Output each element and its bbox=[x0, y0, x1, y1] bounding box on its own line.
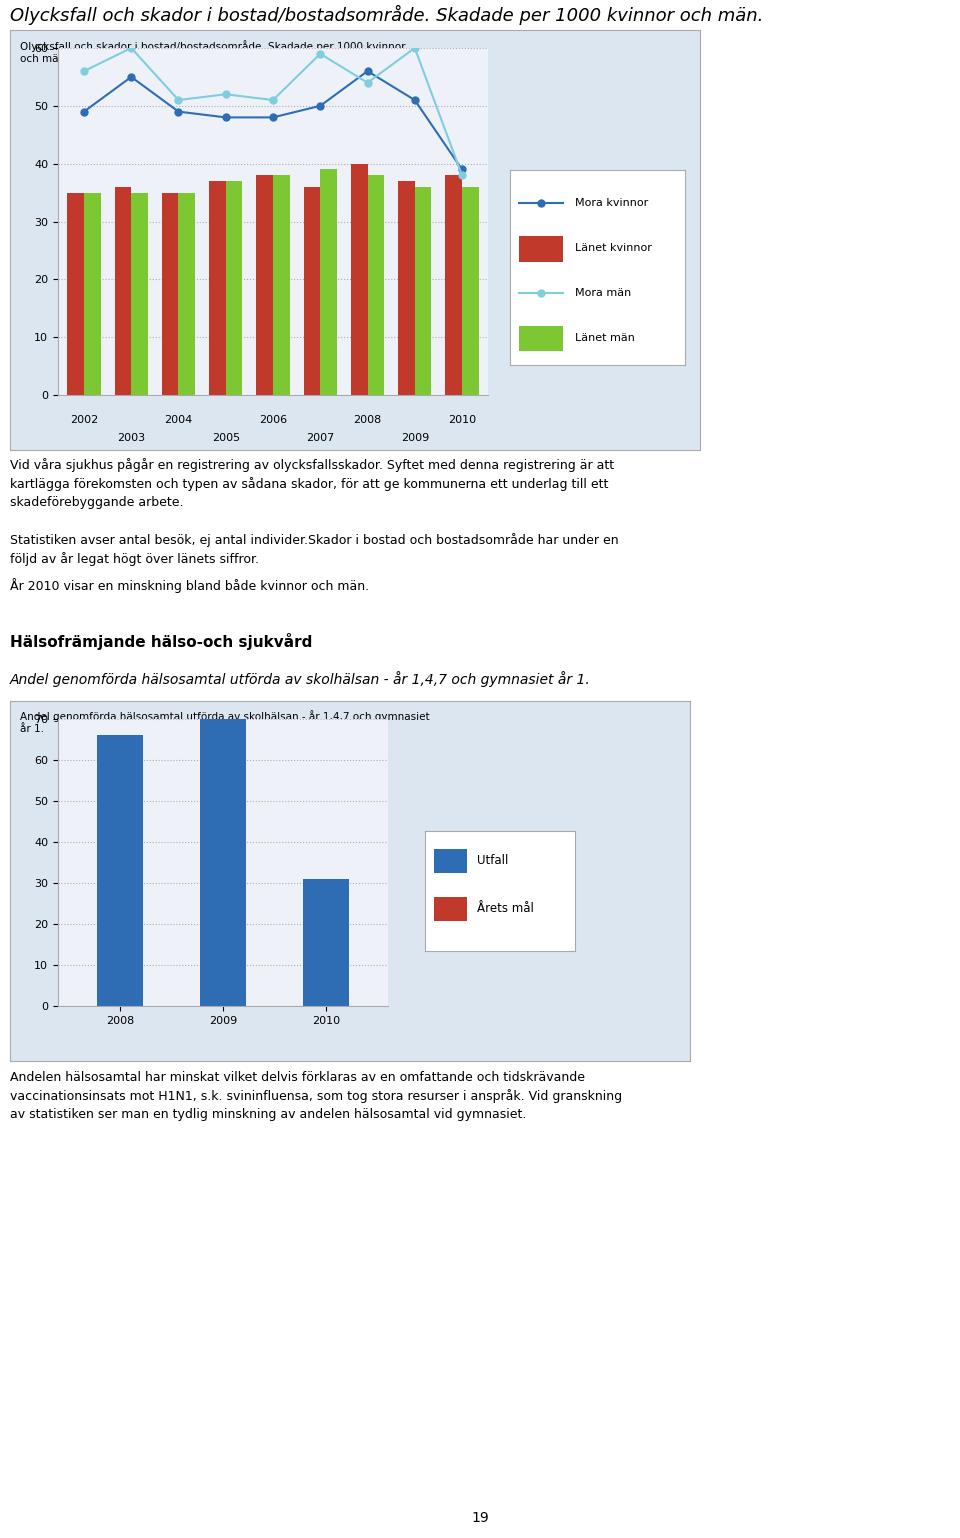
Bar bbox=[226, 181, 242, 395]
Bar bbox=[114, 186, 132, 395]
Text: Länet män: Länet män bbox=[575, 332, 635, 343]
Bar bbox=[303, 878, 349, 1006]
Bar bbox=[209, 181, 226, 395]
Text: Andel genomförda hälsosamtal utförda av skolhälsan - år 1,4,7 och gymnasiet år 1: Andel genomförda hälsosamtal utförda av … bbox=[10, 671, 590, 687]
Text: Årets mål: Årets mål bbox=[477, 903, 535, 915]
Text: 2010: 2010 bbox=[448, 415, 476, 424]
Text: Hälsofrämjande hälso-och sjukvård: Hälsofrämjande hälso-och sjukvård bbox=[10, 634, 312, 651]
Text: 2003: 2003 bbox=[117, 432, 145, 443]
Text: Olycksfall och skador i bostad/bostadsområde. Skadade per 1000 kvinnor
och män.: Olycksfall och skador i bostad/bostadsom… bbox=[20, 40, 406, 65]
Bar bbox=[398, 181, 415, 395]
Text: 2004: 2004 bbox=[164, 415, 193, 424]
Bar bbox=[434, 897, 467, 921]
Bar bbox=[67, 192, 84, 395]
Text: 2007: 2007 bbox=[306, 432, 334, 443]
Bar bbox=[256, 175, 273, 395]
Text: Utfall: Utfall bbox=[477, 855, 509, 867]
Text: 2009: 2009 bbox=[400, 432, 429, 443]
Bar bbox=[97, 735, 143, 1006]
Bar bbox=[434, 849, 467, 874]
Bar bbox=[273, 175, 290, 395]
Text: Andel genomförda hälsosamtal utförda av skolhälsan - år 1,4,7 och gymnasiet
år 1: Andel genomförda hälsosamtal utförda av … bbox=[20, 711, 430, 734]
Bar bbox=[162, 192, 179, 395]
Bar bbox=[132, 192, 148, 395]
Bar bbox=[303, 186, 321, 395]
Text: Mora kvinnor: Mora kvinnor bbox=[575, 198, 648, 208]
Bar bbox=[518, 237, 563, 261]
Text: År 2010 visar en minskning bland både kvinnor och män.: År 2010 visar en minskning bland både kv… bbox=[10, 578, 369, 594]
Bar bbox=[462, 186, 478, 395]
Text: 2008: 2008 bbox=[353, 415, 382, 424]
Bar bbox=[445, 175, 462, 395]
Text: 2005: 2005 bbox=[212, 432, 240, 443]
Bar bbox=[321, 169, 337, 395]
Text: Länet kvinnor: Länet kvinnor bbox=[575, 243, 652, 252]
Text: Olycksfall och skador i bostad/bostadsområde. Skadade per 1000 kvinnor och män.: Olycksfall och skador i bostad/bostadsom… bbox=[10, 5, 763, 25]
Text: Mora män: Mora män bbox=[575, 288, 631, 298]
Bar bbox=[179, 192, 195, 395]
Bar bbox=[351, 163, 368, 395]
Text: 19: 19 bbox=[471, 1510, 489, 1526]
Text: Vid våra sjukhus pågår en registrering av olycksfallsskador. Syftet med denna re: Vid våra sjukhus pågår en registrering a… bbox=[10, 458, 613, 509]
Text: Statistiken avser antal besök, ej antal individer.Skador i bostad och bostadsomr: Statistiken avser antal besök, ej antal … bbox=[10, 534, 618, 566]
Bar bbox=[200, 715, 246, 1006]
Text: 2002: 2002 bbox=[70, 415, 98, 424]
Bar bbox=[518, 326, 563, 351]
Bar bbox=[415, 186, 431, 395]
Bar bbox=[368, 175, 384, 395]
Text: 2006: 2006 bbox=[259, 415, 287, 424]
Bar bbox=[84, 192, 101, 395]
Text: Andelen hälsosamtal har minskat vilket delvis förklaras av en omfattande och tid: Andelen hälsosamtal har minskat vilket d… bbox=[10, 1070, 622, 1121]
